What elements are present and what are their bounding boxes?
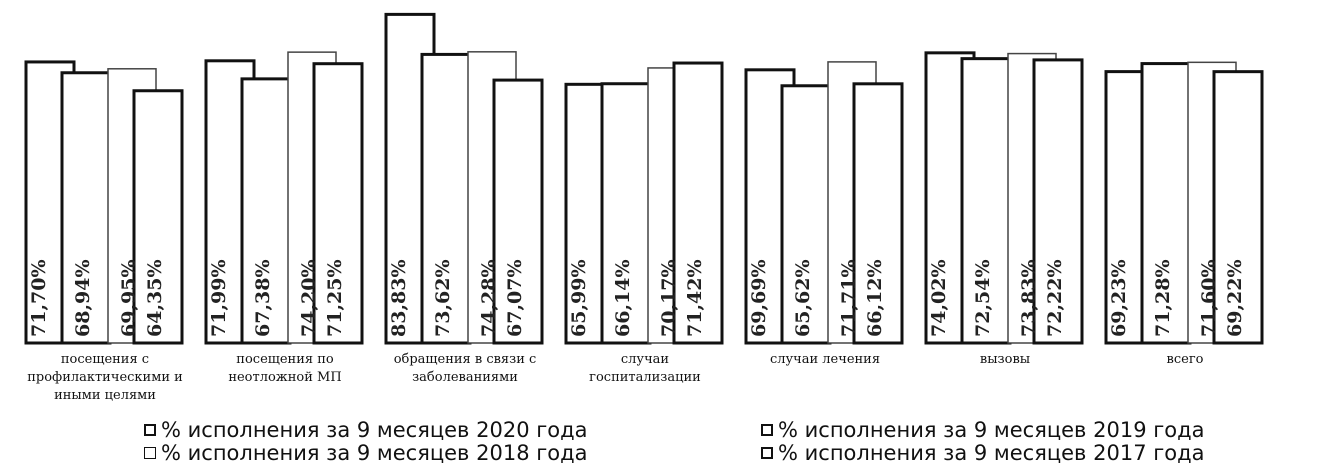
bar-2019-2 [240,77,292,345]
legend-label-2020: % исполнения за 9 месяцев 2020 года [161,418,588,442]
category-label-1: посещения с профилактическими и иными целя… [27,352,183,403]
value-label-2020-7: 69,23% [1108,259,1130,337]
legend-item-2018: % исполнения за 9 месяцев 2018 года [144,441,588,465]
bar-2017-5 [852,82,904,345]
value-label-2020-6: 74,02% [928,259,950,337]
value-label-2018-7: 71,60% [1198,259,1220,337]
category-label-5: случаи лечения [770,352,880,367]
value-label-2017-6: 72,22% [1044,259,1066,337]
bar-2017-2 [312,62,364,345]
bar-2019-7 [1140,62,1192,345]
value-label-2017-3: 67,07% [504,259,526,337]
bar-2019-6 [960,57,1012,345]
value-label-2017-1: 64,35% [144,259,166,337]
bar-2017-3 [492,78,544,345]
category-label-4: случаи госпитализации [589,352,701,385]
value-label-2018-5: 71,71% [838,259,860,337]
legend-label-2019: % исполнения за 9 месяцев 2019 года [778,418,1205,442]
bar-2019-3 [420,52,472,345]
category-label-2: посещения по неотложной МП [228,352,341,385]
legend-swatch-2018 [144,447,156,459]
category-label-6: вызовы [980,352,1030,367]
legend-item-2019: % исполнения за 9 месяцев 2019 года [761,418,1205,442]
value-label-2017-7: 69,22% [1224,259,1246,337]
value-label-2019-3: 73,62% [432,259,454,337]
category-label-3: обращения в связи с заболеваниями [394,352,537,385]
value-label-2018-3: 74,28% [478,259,500,337]
value-label-2018-6: 73,83% [1018,259,1040,337]
legend-item-2020: % исполнения за 9 месяцев 2020 года [144,418,588,442]
value-label-2019-6: 72,54% [972,259,994,337]
legend-swatch-2020 [144,424,156,436]
value-label-2019-5: 65,62% [792,259,814,337]
bar-2017-7 [1212,70,1264,345]
value-label-2020-1: 71,70% [28,259,50,337]
value-label-2019-4: 66,14% [612,259,634,337]
value-label-2017-5: 66,12% [864,259,886,337]
legend-label-2017: % исполнения за 9 месяцев 2017 года [778,441,1205,465]
bar-2017-4 [672,61,724,345]
value-label-2018-2: 74,20% [298,259,320,337]
legend-label-2018: % исполнения за 9 месяцев 2018 года [161,441,588,465]
value-label-2020-2: 71,99% [208,259,230,337]
bar-2019-1 [60,71,112,345]
bar-2019-5 [780,84,832,345]
bar-2017-1 [132,89,184,345]
value-label-2018-1: 69,95% [118,259,140,337]
value-label-2020-5: 69,69% [748,259,770,337]
value-label-2019-2: 67,38% [252,259,274,337]
value-label-2020-3: 83,83% [388,259,410,337]
value-label-2018-4: 70,17% [658,259,680,337]
legend-item-2017: % исполнения за 9 месяцев 2017 года [761,441,1205,465]
value-label-2020-4: 65,99% [568,259,590,337]
value-label-2019-1: 68,94% [72,259,94,337]
bar-2017-6 [1032,58,1084,345]
value-label-2017-4: 71,42% [684,259,706,337]
legend-swatch-2019 [761,424,773,436]
category-label-7: всего [1167,352,1204,367]
legend-swatch-2017 [761,447,773,459]
value-label-2017-2: 71,25% [324,259,346,337]
value-label-2019-7: 71,28% [1152,259,1174,337]
